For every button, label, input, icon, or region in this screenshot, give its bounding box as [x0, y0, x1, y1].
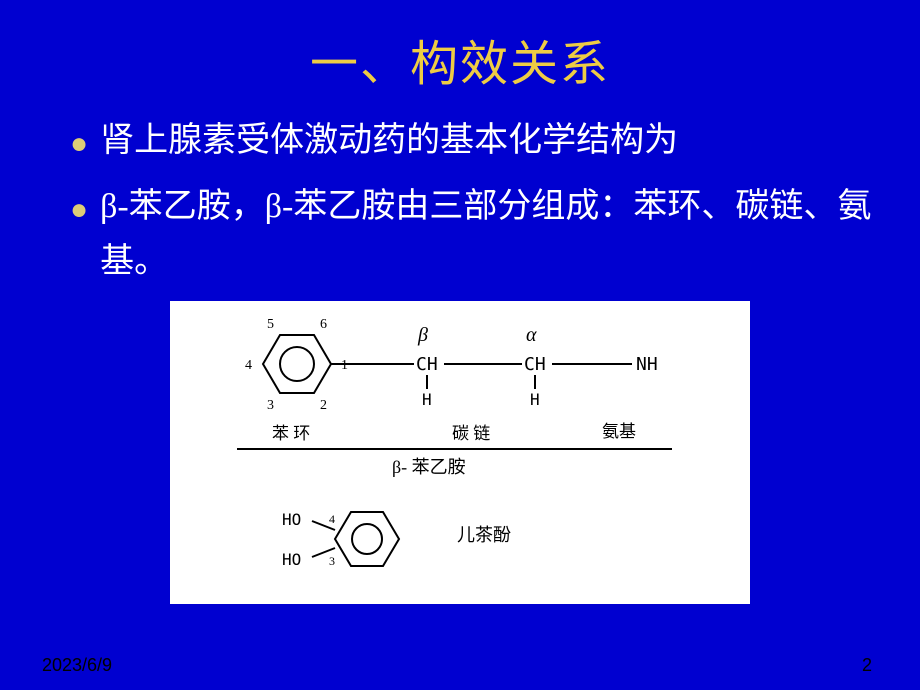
bullet-item-1: ● 肾上腺素受体激动药的基本化学结构为: [0, 114, 920, 168]
slide-title: 一、构效关系: [0, 0, 920, 114]
chain-nh: NH: [636, 354, 658, 375]
beta-label: β: [417, 324, 428, 346]
chain-ch1: CH: [416, 354, 438, 375]
pos-3: 3: [267, 398, 274, 413]
catechol-oh2: HO: [282, 550, 301, 569]
bullet-text-2: β-苯乙胺，β-苯乙胺由三部分组成：苯环、碳链、氨基。: [100, 180, 880, 289]
pos-5: 5: [267, 317, 274, 332]
bullet-icon: ●: [70, 120, 88, 168]
pos-6: 6: [320, 317, 327, 332]
bullet-item-2: ● β-苯乙胺，β-苯乙胺由三部分组成：苯环、碳链、氨基。: [0, 180, 920, 289]
label-catechol: 儿茶酚: [457, 525, 511, 545]
chain-h1: H: [422, 390, 432, 409]
chemical-diagram: 1 2 3 4 5 6 CH β H CH α H: [170, 301, 750, 604]
catechol-n3: 3: [329, 554, 335, 568]
bullet-icon: ●: [70, 186, 88, 234]
chain-h2: H: [530, 390, 540, 409]
alpha-label: α: [526, 324, 537, 346]
footer-page: 2: [862, 655, 872, 676]
chain-ch2: CH: [524, 354, 546, 375]
label-amino: 氨基: [602, 422, 636, 441]
pos-1: 1: [341, 358, 348, 373]
structure-svg: 1 2 3 4 5 6 CH β H CH α H: [182, 309, 738, 589]
footer-date: 2023/6/9: [42, 655, 112, 676]
bullet-text-1: 肾上腺素受体激动药的基本化学结构为: [100, 114, 880, 168]
catechol-n4: 4: [329, 512, 335, 526]
pos-2: 2: [320, 398, 327, 413]
pos-4: 4: [245, 358, 252, 373]
label-chain: 碳 链: [452, 424, 490, 443]
label-main: β- 苯乙胺: [392, 457, 466, 477]
catechol-oh1: HO: [282, 510, 301, 529]
label-ring: 苯 环: [272, 424, 310, 443]
